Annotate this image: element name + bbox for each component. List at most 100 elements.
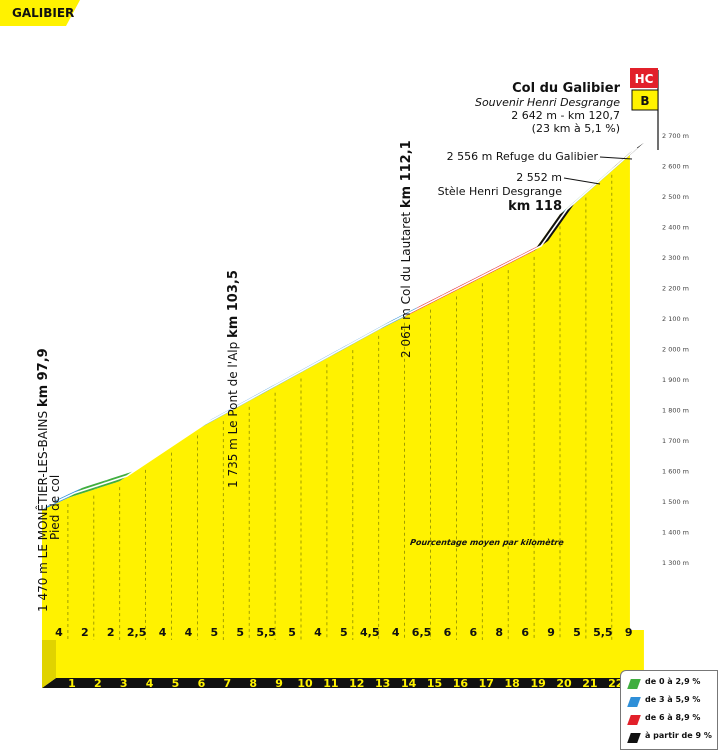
start-extra-label: Pied de col bbox=[48, 475, 62, 540]
grade-label: 2 bbox=[81, 626, 89, 639]
km-tick-label: 18 bbox=[505, 677, 520, 690]
pont-location-label: 1 735 m Le Pont de l'Alp bbox=[226, 338, 240, 488]
km-tick-label: 13 bbox=[375, 677, 390, 690]
grade-label: 4,5 bbox=[360, 626, 380, 639]
km-tick-label: 22 bbox=[608, 677, 623, 690]
grade-label: 2,5 bbox=[127, 626, 147, 639]
legend-swatch-red bbox=[627, 715, 641, 725]
pont-km-label: km 103,5 bbox=[226, 270, 241, 338]
km-tick-label: 1 bbox=[68, 677, 76, 690]
km-tick-label: 14 bbox=[401, 677, 417, 690]
bonus-flag bbox=[631, 89, 659, 111]
grade-label: 4 bbox=[55, 626, 63, 639]
grade-label: 5 bbox=[211, 626, 219, 639]
legend-item-red: de 6 à 8,9 % bbox=[627, 713, 715, 727]
climb-name-tab-label: GALIBIER bbox=[12, 6, 75, 20]
km-tick-label: 16 bbox=[453, 677, 469, 690]
left-side-face bbox=[42, 630, 56, 688]
altitude-tick-label: 2 100 m bbox=[662, 315, 689, 323]
tab-background bbox=[0, 0, 80, 26]
legend-label-black: à partir de 9 % bbox=[645, 731, 712, 740]
grade-label: 6 bbox=[444, 626, 452, 639]
grade-label: 6 bbox=[521, 626, 529, 639]
grade-label: 9 bbox=[547, 626, 555, 639]
altitude-tick-label: 1 500 m bbox=[662, 498, 689, 506]
bonus-flag-label: B bbox=[640, 94, 649, 108]
km-tick-label: 20 bbox=[556, 677, 572, 690]
km-tick-label: 11 bbox=[323, 677, 338, 690]
summit-name: Col du Galibier bbox=[512, 81, 620, 96]
legend-item-blue: de 3 à 5,9 % bbox=[627, 695, 715, 709]
altitude-tick-label: 2 300 m bbox=[662, 254, 689, 262]
km-tick-label: 10 bbox=[297, 677, 313, 690]
grade-label: 6,5 bbox=[412, 626, 432, 639]
km-tick-label: 9 bbox=[275, 677, 283, 690]
km-strip bbox=[42, 678, 644, 688]
altitude-tick-label: 1 400 m bbox=[662, 529, 689, 537]
avg-grade-caption: Pourcentage moyen par kilomètre bbox=[409, 537, 565, 547]
grade-label: 4 bbox=[185, 626, 193, 639]
profile-centerline bbox=[48, 147, 638, 506]
km-tick-label: 4 bbox=[146, 677, 154, 690]
altitude-tick-label: 1 700 m bbox=[662, 437, 689, 445]
grade-label: 4 bbox=[392, 626, 400, 639]
grade-label: 9 bbox=[625, 626, 633, 639]
km-tick-label: 5 bbox=[172, 677, 180, 690]
grade-label: 4 bbox=[314, 626, 322, 639]
grade-legend: de 0 à 2,9 % de 3 à 5,9 % de 6 à 8,9 % à… bbox=[620, 670, 718, 750]
stele-km-label: km 118 bbox=[508, 199, 562, 214]
legend-swatch-black bbox=[627, 733, 641, 743]
start-extra-annotation: Pied de col bbox=[48, 475, 62, 540]
altitude-tick-label: 1 300 m bbox=[662, 559, 689, 567]
legend-item-black: à partir de 9 % bbox=[627, 731, 715, 745]
km-tick-label: 7 bbox=[223, 677, 231, 690]
km-tick-label: 2 bbox=[94, 677, 102, 690]
km-tick-label: 3 bbox=[120, 677, 128, 690]
km-tick-label: 15 bbox=[427, 677, 442, 690]
altitude-tick-label: 2 400 m bbox=[662, 224, 689, 232]
stele-leader-line bbox=[563, 177, 601, 185]
grade-label: 5 bbox=[236, 626, 244, 639]
km-tick-label: 6 bbox=[198, 677, 206, 690]
lautaret-km-label: km 112,1 bbox=[399, 140, 414, 208]
km-tick-label: 19 bbox=[530, 677, 545, 690]
legend-label-blue: de 3 à 5,9 % bbox=[645, 695, 701, 704]
km-tick-label: 21 bbox=[582, 677, 597, 690]
pont-annotation: 1 735 m Le Pont de l'Alp km 103,5 bbox=[226, 270, 241, 488]
hc-flag-label: HC bbox=[635, 72, 654, 86]
hc-flag bbox=[630, 68, 658, 88]
km-tick-label: 12 bbox=[349, 677, 364, 690]
summit-info: 2 642 m - km 120,7 bbox=[511, 109, 620, 122]
grade-label: 8 bbox=[495, 626, 503, 639]
legend-label-green: de 0 à 2,9 % bbox=[645, 677, 701, 686]
altitude-tick-label: 1 800 m bbox=[662, 407, 689, 415]
altitude-tick-label: 1 600 m bbox=[662, 468, 689, 476]
climb-tab: GALIBIER bbox=[0, 0, 80, 26]
refuge-label: 2 556 m Refuge du Galibier bbox=[447, 150, 599, 163]
front-face bbox=[56, 630, 644, 678]
grade-label: 2 bbox=[107, 626, 115, 639]
start-annotation: 1 470 m LE MONÊTIER-LES-BAINS km 97,9 bbox=[35, 348, 51, 612]
legend-item-green: de 0 à 2,9 % bbox=[627, 677, 715, 691]
stele-name-label: Stèle Henri Desgrange bbox=[438, 185, 563, 198]
km-tick-label: 17 bbox=[479, 677, 494, 690]
stele-altitude-label: 2 552 m bbox=[516, 171, 562, 184]
grade-label: 5 bbox=[288, 626, 296, 639]
altitude-tick-label: 1 900 m bbox=[662, 376, 689, 384]
refuge-leader-line bbox=[599, 156, 633, 160]
lautaret-location-label: 2 061 m Col du Lautaret bbox=[399, 208, 413, 358]
profile-area bbox=[42, 152, 630, 640]
grade-label: 5 bbox=[573, 626, 581, 639]
grade-label: 5,5 bbox=[593, 626, 613, 639]
start-km-label: km 97,9 bbox=[36, 348, 51, 407]
legend-swatch-blue bbox=[627, 697, 641, 707]
legend-label-red: de 6 à 8,9 % bbox=[645, 713, 701, 722]
summit-grade: (23 km à 5,1 %) bbox=[532, 122, 620, 135]
grade-label: 6 bbox=[470, 626, 478, 639]
lautaret-annotation: 2 061 m Col du Lautaret km 112,1 bbox=[399, 140, 414, 358]
altitude-tick-label: 2 600 m bbox=[662, 163, 689, 171]
summit-subtitle: Souvenir Henri Desgrange bbox=[475, 96, 620, 109]
km-tick-label: 8 bbox=[249, 677, 257, 690]
legend-swatch-green bbox=[627, 679, 641, 689]
